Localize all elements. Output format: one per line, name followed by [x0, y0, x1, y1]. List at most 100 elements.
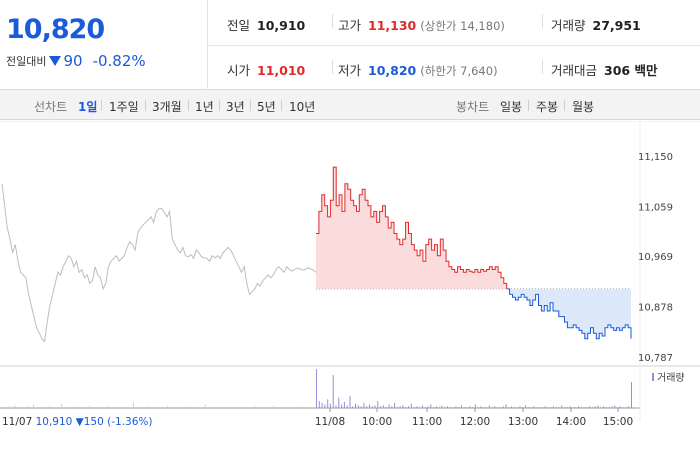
tab-daily-candle[interactable]: 일봉 [500, 100, 523, 114]
down-price-line [506, 288, 632, 340]
volume-bar [502, 406, 504, 408]
volume-bar [273, 405, 275, 408]
volume-bar [622, 407, 624, 408]
volume-bar [421, 405, 423, 408]
y-tick-label: 10,787 [638, 353, 673, 364]
stat-divider [332, 14, 333, 28]
stat-label: 거래대금 [551, 63, 598, 78]
volume-bar [494, 406, 496, 408]
volume-bar [605, 407, 607, 408]
y-tick-label: 11,059 [638, 202, 673, 213]
volume-bar [108, 406, 109, 408]
volume-bar [466, 407, 468, 408]
tab-divider [101, 100, 102, 111]
volume-bar [61, 403, 63, 408]
volume-bar [385, 407, 387, 408]
tab-weekly-candle[interactable]: 주봉 [536, 100, 559, 114]
volume-bar [335, 405, 337, 408]
volume-bar [552, 406, 554, 408]
volume-bar [619, 406, 621, 408]
x-tick-label: 11/08 [315, 416, 345, 428]
volume-bar [455, 406, 457, 408]
volume-bar [232, 407, 234, 408]
volume-bar [438, 407, 440, 408]
volume-bar [408, 406, 409, 408]
volume-bar [561, 405, 563, 408]
tab-3month[interactable]: 3개월 [152, 100, 182, 114]
volume-bar [405, 407, 407, 408]
current-price: 10,820 [6, 14, 105, 45]
intraday-chart[interactable]: 11,150 11,059 10,969 10,878 10,787 거래량 11/08 10… [0, 121, 700, 450]
volume-bar [396, 407, 398, 408]
x-tick-label: 15:00 [603, 416, 633, 428]
volume-bar [282, 407, 284, 408]
change-percent: -0.82% [92, 52, 146, 70]
volume-bar [223, 406, 225, 408]
stat-value: 11,010 [257, 63, 306, 78]
volume-bar [371, 406, 373, 408]
volume-bar [611, 406, 613, 408]
volume-bar [357, 405, 359, 408]
volume-bar [329, 403, 331, 408]
volume-bar [245, 407, 247, 408]
volume-bar [555, 407, 557, 408]
stat-label: 시가 [227, 63, 251, 78]
volume-bar [519, 406, 521, 408]
tab-10year[interactable]: 10년 [289, 100, 316, 114]
volume-bar [594, 406, 596, 408]
volume-bar [527, 407, 529, 408]
tab-3year[interactable]: 3년 [226, 100, 245, 114]
stat-label: 전일 [227, 18, 251, 33]
tab-1year[interactable]: 1년 [195, 100, 214, 114]
volume-bar [483, 407, 485, 408]
volume-bar [318, 401, 320, 408]
volume-bar [167, 405, 169, 408]
volume-bar [603, 406, 605, 408]
volume-bar [391, 406, 393, 408]
volume-bar [575, 407, 577, 408]
volume-bar [505, 404, 507, 408]
tab-divider [564, 100, 565, 111]
volume-bar [20, 407, 22, 408]
stat-amount: 거래대금 306 백만 [551, 60, 657, 79]
tab-monthly-candle[interactable]: 월봉 [572, 100, 595, 114]
volume-bar [214, 407, 215, 408]
tab-5year[interactable]: 5년 [257, 100, 276, 114]
volume-bar [5, 407, 6, 408]
volume-bar [139, 407, 141, 408]
volume-bar [55, 407, 56, 408]
volume-bar [631, 382, 632, 408]
volume-bar [413, 407, 415, 408]
tab-1day[interactable]: 1일 [78, 100, 98, 114]
x-tick-label: 10:00 [362, 416, 392, 428]
volume-bar [614, 405, 616, 408]
volume-bar [539, 407, 540, 408]
line-chart-label: 선차트 [34, 100, 68, 114]
stat-divider [332, 60, 333, 74]
volume-bar [324, 404, 326, 408]
stat-value: 27,951 [592, 18, 641, 33]
volume-bar [430, 404, 432, 408]
header-row-divider [208, 45, 700, 46]
y-tick-label: 10,969 [638, 252, 673, 263]
volume-bar [586, 407, 588, 408]
volume-bar [346, 405, 348, 408]
volume-bar [433, 407, 435, 408]
volume-bar [600, 407, 602, 408]
volume-bar [617, 407, 619, 408]
volume-bar [452, 407, 454, 408]
prev-day-info: 11/07 10,910 ▼150 (-1.36%) [2, 416, 153, 428]
volume-bar [316, 369, 317, 408]
volume-bar [380, 406, 382, 408]
volume-bar [382, 405, 384, 408]
volume-bar [580, 407, 582, 408]
down-area-fill [506, 288, 631, 339]
stat-value: 10,910 [257, 18, 306, 33]
volume-bar [441, 405, 443, 408]
volume-bar [341, 404, 343, 408]
tab-1week[interactable]: 1주일 [109, 100, 139, 114]
prev-day-line [1, 183, 317, 343]
volume-bar [427, 406, 429, 408]
volume-bar [410, 403, 412, 408]
volume-bar [363, 402, 365, 408]
